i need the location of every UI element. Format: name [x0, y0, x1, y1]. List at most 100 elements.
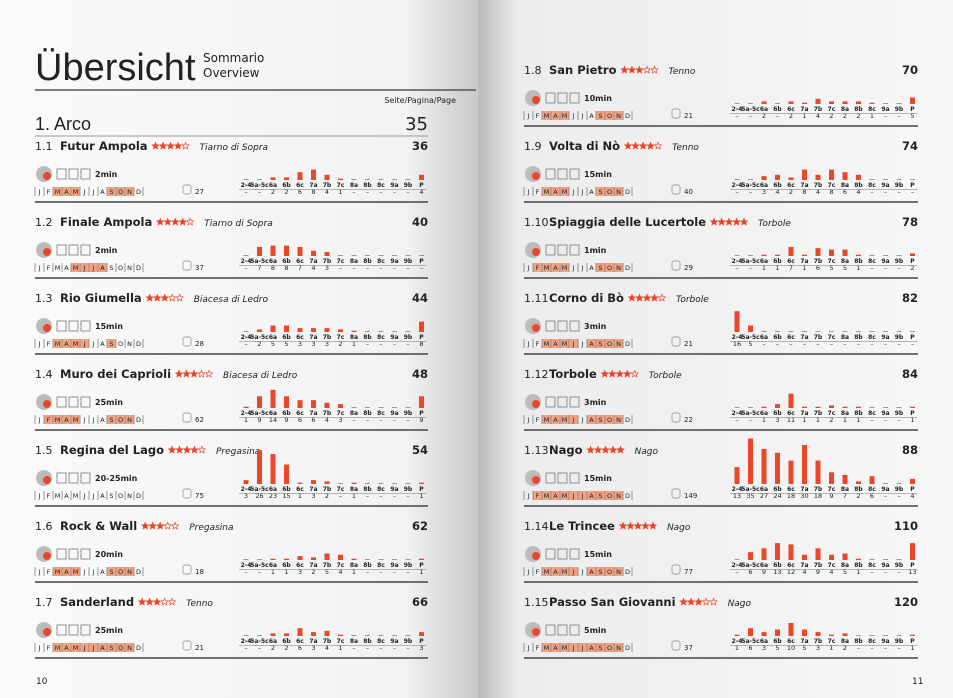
month-highlight [44, 415, 53, 424]
grade-bar [815, 548, 821, 560]
grade-stub [883, 331, 888, 332]
month-label: M [544, 492, 550, 500]
grade-count: 3 [325, 264, 329, 272]
feature-icon [557, 168, 568, 180]
entry-page: 88 [902, 443, 918, 457]
grade-stub [883, 635, 888, 636]
month-label: O [607, 340, 612, 348]
grade-bar [324, 630, 330, 636]
grade-label: 8b [363, 562, 372, 569]
routes-count: 18 [195, 568, 204, 576]
month-label: D [136, 264, 141, 272]
entry-location: Pregasina [189, 523, 233, 533]
grade-label: 8c [377, 182, 385, 189]
grade-label: P [419, 182, 424, 189]
page-number: 11 [912, 677, 923, 687]
month-highlight [53, 567, 62, 576]
grade-stub [365, 483, 370, 484]
grade-count: – [911, 340, 914, 348]
grade-stub [378, 179, 384, 180]
grade-label: 6c [296, 638, 304, 645]
month-highlight [551, 643, 560, 652]
grade-count: – [735, 112, 738, 120]
grade-label: 6a [760, 486, 768, 493]
grade-count: 35 [746, 492, 754, 500]
month-label: A [553, 416, 558, 424]
month-label: M [73, 188, 79, 196]
grade-count: 1 [870, 112, 874, 120]
grade-label: 9b [895, 334, 904, 341]
grade-bar [297, 400, 303, 408]
grade-label: 7a [800, 258, 808, 265]
grade-count: – [884, 644, 887, 652]
rating-star [717, 217, 726, 226]
entry-number: 1.6 [35, 520, 53, 533]
grade-bar [734, 467, 740, 484]
sun-icon-core [532, 476, 540, 484]
grade-count: 3 [298, 568, 302, 576]
grade-label: 5a-5c [250, 182, 269, 189]
month-label: M [562, 340, 568, 348]
entry-location: Tiarno di Sopra [204, 219, 273, 229]
grade-bar [324, 481, 330, 484]
grade-count: 3 [311, 644, 315, 652]
grade-count: – [897, 644, 900, 652]
grade-count: – [884, 416, 887, 424]
grade-label: 6b [282, 410, 291, 417]
entry-name: Sanderland [60, 595, 134, 609]
grade-stub [338, 483, 343, 484]
month-label: J [527, 644, 530, 652]
month-highlight [80, 263, 89, 272]
grade-count: 7 [298, 264, 302, 272]
grade-stub [392, 407, 397, 408]
month-label: S [598, 492, 602, 500]
entry-location: Nago [728, 599, 752, 609]
grade-bar [775, 174, 780, 180]
grade-count: – [762, 340, 765, 348]
entry-number: 1.2 [35, 216, 53, 229]
grade-bar [910, 543, 915, 560]
grade-count: 14 [269, 416, 277, 424]
grade-label: 6c [296, 334, 304, 341]
grade-label: 7a [309, 410, 317, 417]
feature-icon [68, 548, 79, 560]
grade-count: – [406, 340, 409, 348]
month-label: A [553, 492, 558, 500]
grade-count: – [352, 644, 355, 652]
grade-count: 2 [856, 492, 860, 500]
month-label: A [100, 568, 105, 576]
grade-count: 12 [787, 568, 795, 576]
grade-label: 8c [868, 638, 876, 645]
grade-count: – [244, 188, 247, 196]
month-label: D [625, 568, 630, 576]
month-highlight [614, 491, 623, 500]
month-label: F [47, 492, 51, 500]
month-highlight [560, 415, 569, 424]
month-label: M [544, 340, 550, 348]
grade-bar [338, 178, 343, 180]
rating-star [635, 293, 644, 302]
grade-stub [378, 483, 384, 484]
grade-label: 6c [787, 486, 795, 493]
routes-count: 37 [195, 264, 204, 272]
grade-count: – [366, 568, 369, 576]
month-label: S [109, 188, 113, 196]
month-highlight [107, 567, 116, 576]
routes-icon [671, 564, 681, 575]
grade-stub [883, 483, 888, 484]
grade-count: – [776, 112, 779, 120]
month-label: J [38, 492, 41, 500]
month-label: N [616, 644, 621, 652]
rating-star [145, 293, 154, 302]
grade-label: 8a [350, 258, 358, 265]
entry-name: Regina del Lago [60, 443, 164, 457]
rating-star [170, 521, 180, 530]
month-label: A [64, 492, 69, 500]
month-label: N [127, 264, 132, 272]
routes-icon [182, 412, 192, 423]
month-label: O [118, 188, 123, 196]
grade-count: 3 [762, 644, 766, 652]
approach-time: 2min [95, 246, 118, 255]
grade-count: – [420, 264, 423, 272]
